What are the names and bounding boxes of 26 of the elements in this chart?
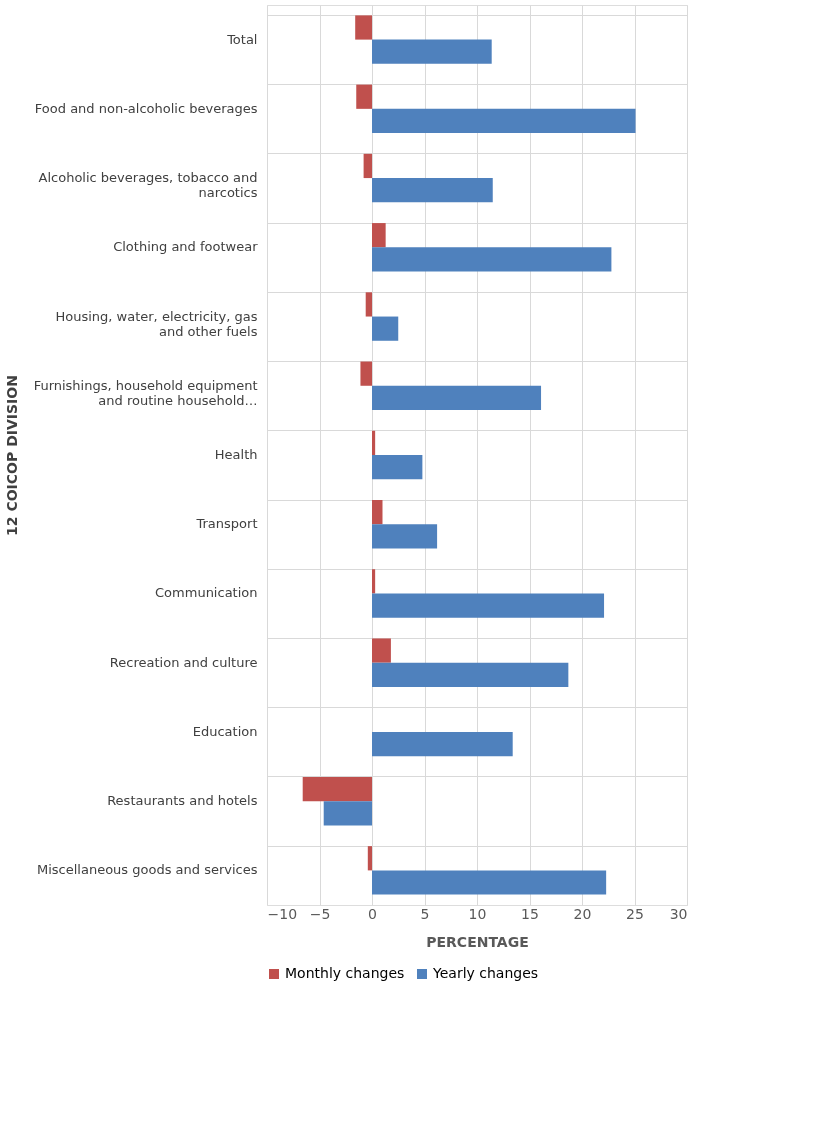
x-tick-label: −10 [267, 905, 298, 922]
y-tick-label: Transport [195, 516, 258, 532]
x-tick-label: 0 [368, 905, 377, 922]
y-tick-label: Total [226, 31, 258, 47]
y-tick-label: Clothing and footwear [113, 239, 259, 255]
y-tick-label: Miscellaneous goods and services [36, 862, 258, 878]
x-axis-title: PERCENTAGE [426, 933, 529, 950]
y-tick-label: Food and non-alcoholic beverages [34, 100, 258, 116]
x-tick-label: 10 [468, 905, 487, 922]
y-tick-label: Alcoholic beverages, tobacco and narcotics [38, 170, 258, 201]
y-tick-label: Furnishings, household equipment and routine household… [33, 377, 258, 408]
y-tick-label: Recreation and culture [109, 654, 258, 670]
x-tick-label: 5 [420, 905, 430, 922]
x-tick-label: 25 [626, 905, 644, 922]
x-tick-label: 15 [521, 905, 539, 922]
y-tick-label: Communication [155, 585, 258, 601]
x-tick-label: 30 [669, 905, 688, 922]
y-tick-label: Education [192, 723, 258, 739]
y-tick-label: Housing, water, electricity, gas and other fuels [55, 308, 258, 339]
x-tick-label: −5 [309, 905, 331, 922]
legend-label: Yearly changes [432, 965, 539, 981]
x-tick-label: 20 [573, 905, 592, 922]
y-axis-title: 12 COICOP DIVISION [3, 375, 20, 536]
y-tick-label: Health [214, 447, 258, 462]
y-tick-label: Restaurants and hotels [107, 793, 258, 809]
legend-label: Monthly changes [285, 965, 405, 981]
